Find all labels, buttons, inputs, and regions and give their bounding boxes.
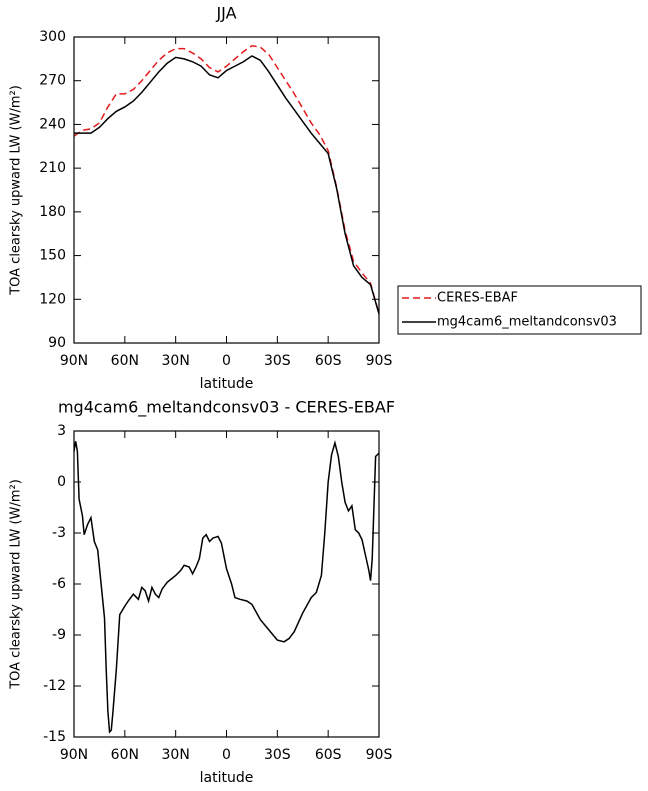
y-tick-label: -6 <box>52 576 66 592</box>
y-axis-label: TOA clearsky upward LW (W/m²) <box>9 85 24 296</box>
y-tick-label: 270 <box>39 73 66 89</box>
y-tick-label: 120 <box>39 291 66 307</box>
y-tick-label: -15 <box>43 729 66 745</box>
x-tick-label: 90S <box>366 747 393 763</box>
x-tick-label: 90N <box>60 747 88 763</box>
x-tick-label: 30S <box>264 353 291 369</box>
y-tick-label: 240 <box>39 116 66 132</box>
y-tick-label: 180 <box>39 204 66 220</box>
x-tick-label: 0 <box>222 747 231 763</box>
y-tick-label: -9 <box>52 627 66 643</box>
x-tick-label: 60S <box>315 747 342 763</box>
plot-frame <box>73 430 380 738</box>
y-tick-label: 210 <box>39 160 66 176</box>
y-tick-label: 150 <box>39 248 66 264</box>
legend-box <box>397 285 642 335</box>
y-tick-label: -12 <box>43 678 66 694</box>
data-line <box>73 44 380 315</box>
y-tick-label: 300 <box>39 29 66 45</box>
x-tick-label: 60N <box>111 353 139 369</box>
y-tick-label: 90 <box>48 335 66 351</box>
legend-label: mg4cam6_meltandconsv03 <box>437 315 617 330</box>
x-tick-label: 60S <box>315 353 342 369</box>
x-tick-label: 30N <box>162 747 190 763</box>
x-tick-label: 90N <box>60 353 88 369</box>
data-line <box>73 439 380 734</box>
chart-title: mg4cam6_meltandconsv03 - CERES-EBAF <box>58 398 395 418</box>
x-tick-label: 60N <box>111 747 139 763</box>
x-axis-label: latitude <box>200 770 254 786</box>
data-line <box>74 55 380 315</box>
x-tick-label: 30S <box>264 747 291 763</box>
x-tick-label: 30N <box>162 353 190 369</box>
legend-label: CERES-EBAF <box>437 291 518 306</box>
plot-frame <box>73 36 380 344</box>
y-axis-label: TOA clearsky upward LW (W/m²) <box>9 479 24 690</box>
chart-title: JJA <box>215 4 236 23</box>
y-tick-label: 0 <box>57 474 66 490</box>
x-axis-label: latitude <box>200 376 254 392</box>
x-tick-label: 90S <box>366 353 393 369</box>
x-tick-label: 0 <box>222 353 231 369</box>
y-tick-label: 3 <box>57 423 66 439</box>
y-tick-label: -3 <box>52 525 66 541</box>
